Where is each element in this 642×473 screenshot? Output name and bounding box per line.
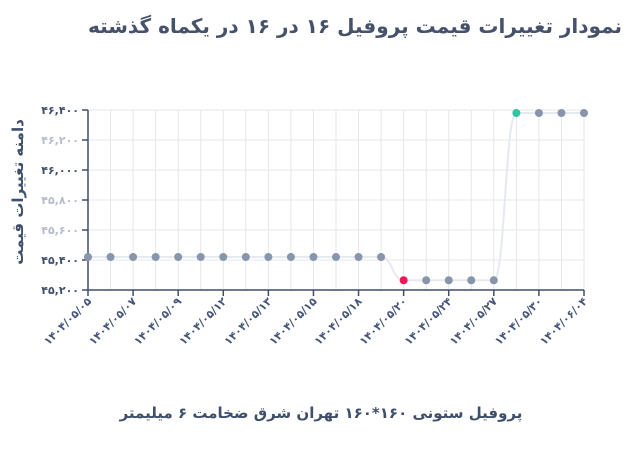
data-point xyxy=(196,253,205,261)
y-tick-label: ۴۵,۶۰۰ xyxy=(41,224,79,237)
series-path xyxy=(87,112,584,282)
y-tick-label: ۴۵,۸۰۰ xyxy=(41,194,79,207)
data-point xyxy=(151,253,160,261)
data-point xyxy=(557,109,566,117)
data-point xyxy=(467,276,476,285)
y-tick-label: ۴۵,۴۰۰ xyxy=(41,254,79,267)
data-point xyxy=(264,253,273,261)
data-point xyxy=(219,253,228,261)
data-point xyxy=(106,253,115,261)
y-tick-label: ۴۶,۲۰۰ xyxy=(41,134,79,147)
y-tick-labels: ۴۵,۲۰۰ ۴۵,۴۰۰ ۴۵,۶۰۰ ۴۵,۸۰۰ ۴۶,۰۰۰ ۴۶,۲۰۰ ۴۶,۴… xyxy=(41,104,88,297)
data-point xyxy=(422,276,431,285)
data-point xyxy=(286,253,295,261)
x-tick-label: ۱۴۰۴/۰۵/۳۰ xyxy=(492,295,545,348)
data-point xyxy=(309,253,318,261)
data-point xyxy=(489,276,498,285)
y-tick-label: ۴۵,۲۰۰ xyxy=(41,284,79,297)
max-data-point xyxy=(512,109,521,117)
x-tick-label: ۱۴۰۴/۰۵/۲۰ xyxy=(357,295,410,348)
data-point xyxy=(332,253,340,261)
data-point xyxy=(129,253,138,261)
data-point xyxy=(84,253,92,261)
data-point xyxy=(174,253,183,261)
chart-title: نمودار تغییرات قیمت پروفیل ۱۶ در ۱۶ در ی… xyxy=(87,14,622,38)
series-line xyxy=(87,112,584,282)
x-tick-label: ۱۴۰۴/۰۶/۰۴ xyxy=(537,295,590,348)
x-axis-label: پروفیل ستونی ۱۶۰*۱۶۰ تهران شرق ضخامت ۶ م… xyxy=(119,404,523,422)
data-point xyxy=(580,109,588,117)
data-point xyxy=(241,253,250,261)
data-point xyxy=(377,253,386,261)
data-point xyxy=(534,109,543,117)
data-points xyxy=(84,109,588,285)
data-point xyxy=(354,253,363,261)
y-tick-label: ۴۶,۰۰۰ xyxy=(41,164,79,177)
min-data-point xyxy=(399,276,408,285)
y-tick-label: ۴۶,۴۰۰ xyxy=(41,104,79,117)
data-point xyxy=(444,276,453,285)
x-tick-labels: ۱۴۰۴/۰۵/۰۵۱۴۰۴/۰۵/۰۷۱۴۰۴/۰۵/۰۹۱۴۰۴/۰۵/۱۲… xyxy=(41,290,590,348)
